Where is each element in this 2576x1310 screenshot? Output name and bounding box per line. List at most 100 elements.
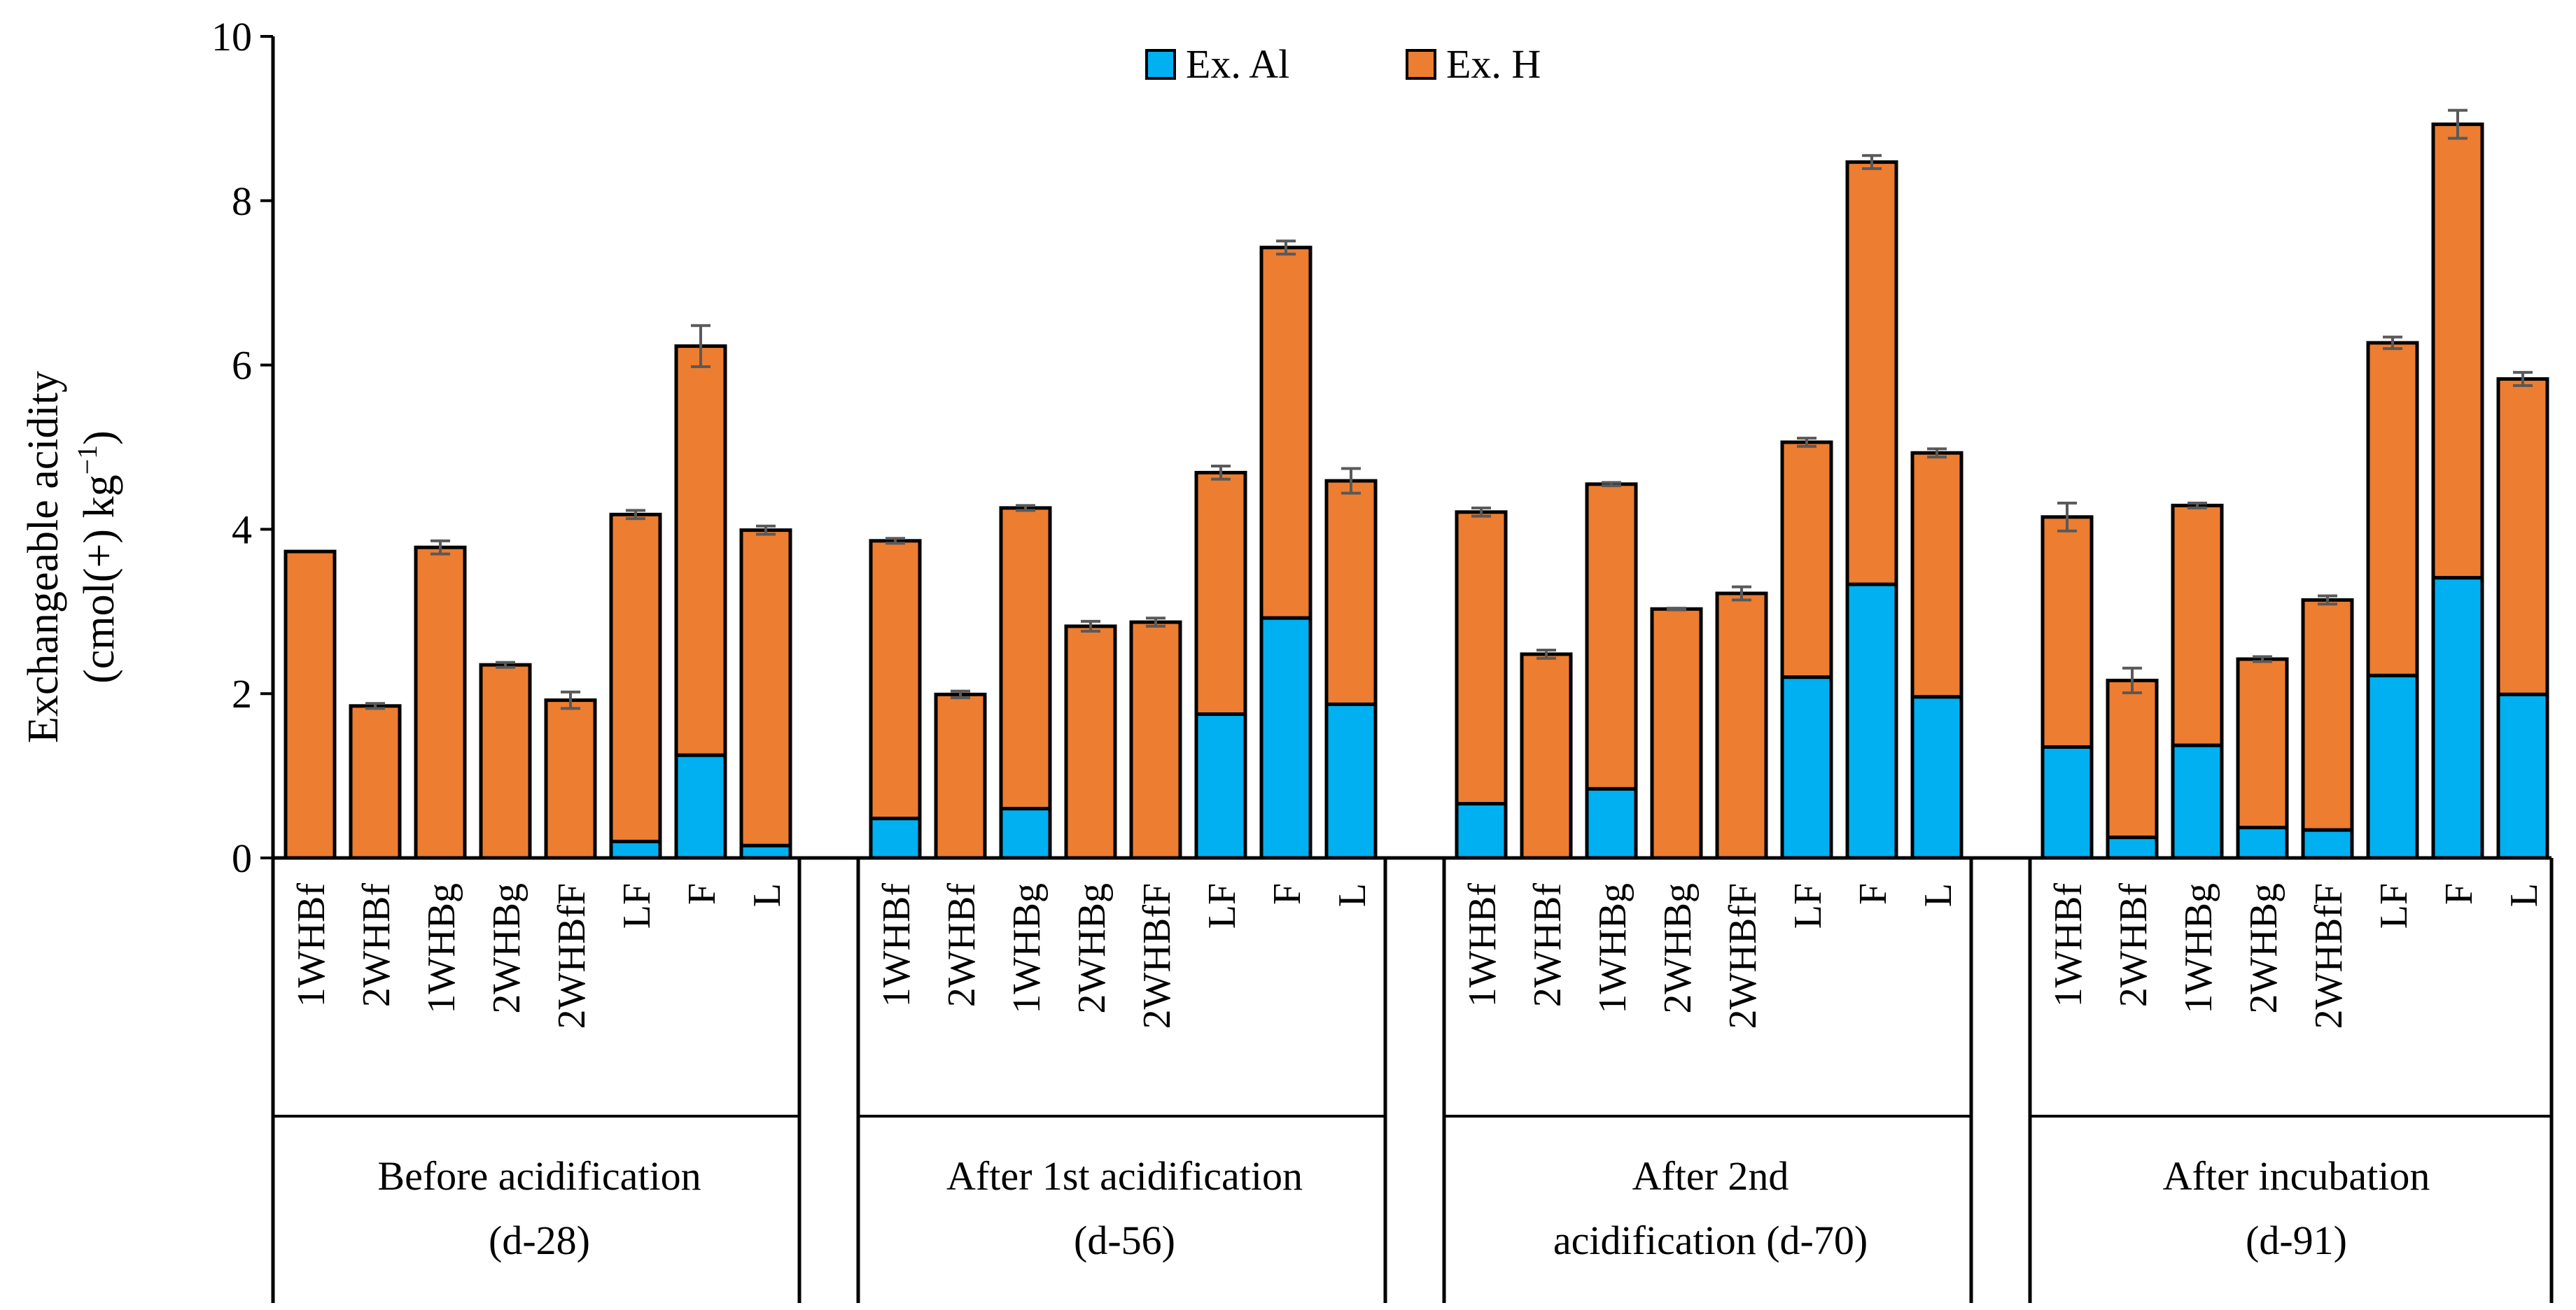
bar-ex-h — [1259, 246, 1312, 620]
y-tick-label: 0 — [232, 836, 252, 881]
group-label: After 1st acidification — [946, 1153, 1303, 1199]
category-label: F — [680, 883, 724, 905]
bar-ex-al — [2236, 826, 2289, 860]
bar-ex-h — [1715, 591, 1768, 860]
bar-ex-h — [1845, 160, 1898, 586]
error-bar — [430, 539, 450, 556]
group-label: (d-28) — [489, 1218, 590, 1263]
category-label: 1WHBf — [2047, 883, 2090, 1008]
error-bar — [1471, 506, 1491, 518]
bar-ex-al — [999, 807, 1052, 860]
y-tick-label: 4 — [232, 507, 252, 552]
error-bar — [2122, 666, 2142, 695]
error-bar — [365, 702, 385, 710]
bar-ex-h — [2106, 678, 2159, 840]
error-bar — [756, 524, 776, 536]
y-tick-label: 2 — [232, 671, 252, 717]
bar-ex-al — [1910, 695, 1963, 860]
category-labels: 1WHBf 2WHBf 1WHBg 2WHBg 2WHBfF LF F L 1WHBf 2WHBf… — [290, 883, 2546, 1029]
error-bar — [2383, 335, 2402, 351]
bar-ex-h — [739, 528, 792, 847]
bar-ex-h — [2236, 657, 2289, 830]
category-label: LF — [1786, 883, 1830, 929]
bar-ex-al — [2040, 745, 2094, 860]
error-bar — [2448, 108, 2468, 140]
error-bars — [365, 108, 2533, 710]
bar-ex-al — [674, 753, 727, 860]
error-bar — [1602, 481, 1621, 488]
category-label: 2WHBg — [485, 883, 528, 1014]
y-tick-label: 8 — [232, 178, 252, 224]
error-bar — [1211, 465, 1231, 481]
group-labels: Before acidification (d-28) After 1st acid… — [377, 1153, 2430, 1263]
bar-ex-h — [2301, 598, 2354, 832]
bar-ex-h — [999, 506, 1052, 811]
error-bar — [2057, 501, 2077, 533]
bar-ex-h — [1324, 479, 1378, 706]
bar-ex-h — [479, 663, 532, 860]
category-label: 2WHBfF — [550, 883, 594, 1029]
legend: Ex. Al Ex. H — [1145, 41, 1541, 87]
category-label: L — [1331, 883, 1374, 907]
category-label: 2WHBg — [1656, 883, 1700, 1014]
category-label: 1WHBf — [875, 883, 918, 1008]
category-label: LF — [1200, 883, 1244, 929]
error-bar — [2513, 371, 2533, 387]
category-label: 2WHBg — [2242, 883, 2286, 1014]
error-bar — [1341, 467, 1361, 495]
bar-ex-al — [1585, 787, 1638, 860]
bar-ex-al — [2301, 828, 2354, 860]
bar-ex-h — [869, 539, 922, 821]
bar-ex-al — [2171, 743, 2224, 860]
category-label: L — [746, 883, 789, 907]
bar-ex-al — [739, 843, 792, 860]
error-bar — [1276, 239, 1296, 256]
bar-ex-h — [1520, 652, 1573, 860]
bar-ex-al — [2496, 692, 2549, 860]
error-bar — [561, 690, 580, 710]
y-axis-title-unit: (cmol(+) kg — [76, 474, 123, 683]
category-label: 1WHBf — [290, 883, 333, 1008]
bar-ex-h — [2431, 122, 2484, 580]
error-bar — [1081, 619, 1100, 633]
error-bar — [951, 689, 970, 700]
error-bar — [1016, 504, 1035, 512]
bar-ex-al — [1780, 675, 1833, 860]
bar-ex-h — [2171, 503, 2224, 747]
bar-ex-h — [1585, 482, 1638, 791]
bar-ex-h — [934, 692, 987, 860]
bar-ex-h — [544, 698, 597, 860]
y-axis-title-unit-close: ) — [76, 430, 123, 445]
bar-ex-h — [1780, 440, 1833, 679]
y-axis-title-line1: Exchangeable acidity — [20, 371, 67, 743]
category-label: 2WHBf — [1526, 883, 1569, 1008]
y-axis-title-unit-exponent: −1 — [71, 445, 103, 475]
bar-ex-h — [1064, 624, 1117, 860]
y-tick-label: 10 — [211, 14, 252, 59]
error-bar — [691, 324, 710, 368]
bar-ex-h — [2040, 515, 2094, 749]
category-label: 2WHBg — [1070, 883, 1114, 1014]
category-label: L — [2502, 883, 2546, 907]
error-bar — [2188, 501, 2207, 509]
error-bar — [2253, 655, 2272, 663]
bar-ex-h — [1194, 470, 1247, 717]
error-bar — [886, 537, 905, 545]
bar-ex-h — [1650, 607, 1703, 860]
bar-ex-al — [869, 817, 922, 860]
bar-ex-h — [2366, 341, 2419, 677]
bar-ex-h — [1455, 510, 1508, 806]
category-label: 1WHBg — [420, 883, 463, 1014]
bar-ex-al — [609, 840, 662, 860]
bar-ex-h — [414, 545, 467, 860]
bar-marks — [284, 122, 2549, 860]
y-axis-title-line2: (cmol(+) kg−1) — [71, 430, 123, 684]
category-label: 2WHBfF — [1135, 883, 1179, 1029]
y-axis-title: Exchangeable acidity (cmol(+) kg−1) — [20, 371, 123, 743]
category-label: 1WHBg — [2177, 883, 2220, 1014]
bar-ex-al — [2366, 673, 2419, 860]
error-bar — [1536, 648, 1556, 660]
legend-swatch-al — [1145, 49, 1176, 80]
group-label: After 2nd — [1632, 1153, 1789, 1199]
error-bar — [1146, 617, 1166, 628]
